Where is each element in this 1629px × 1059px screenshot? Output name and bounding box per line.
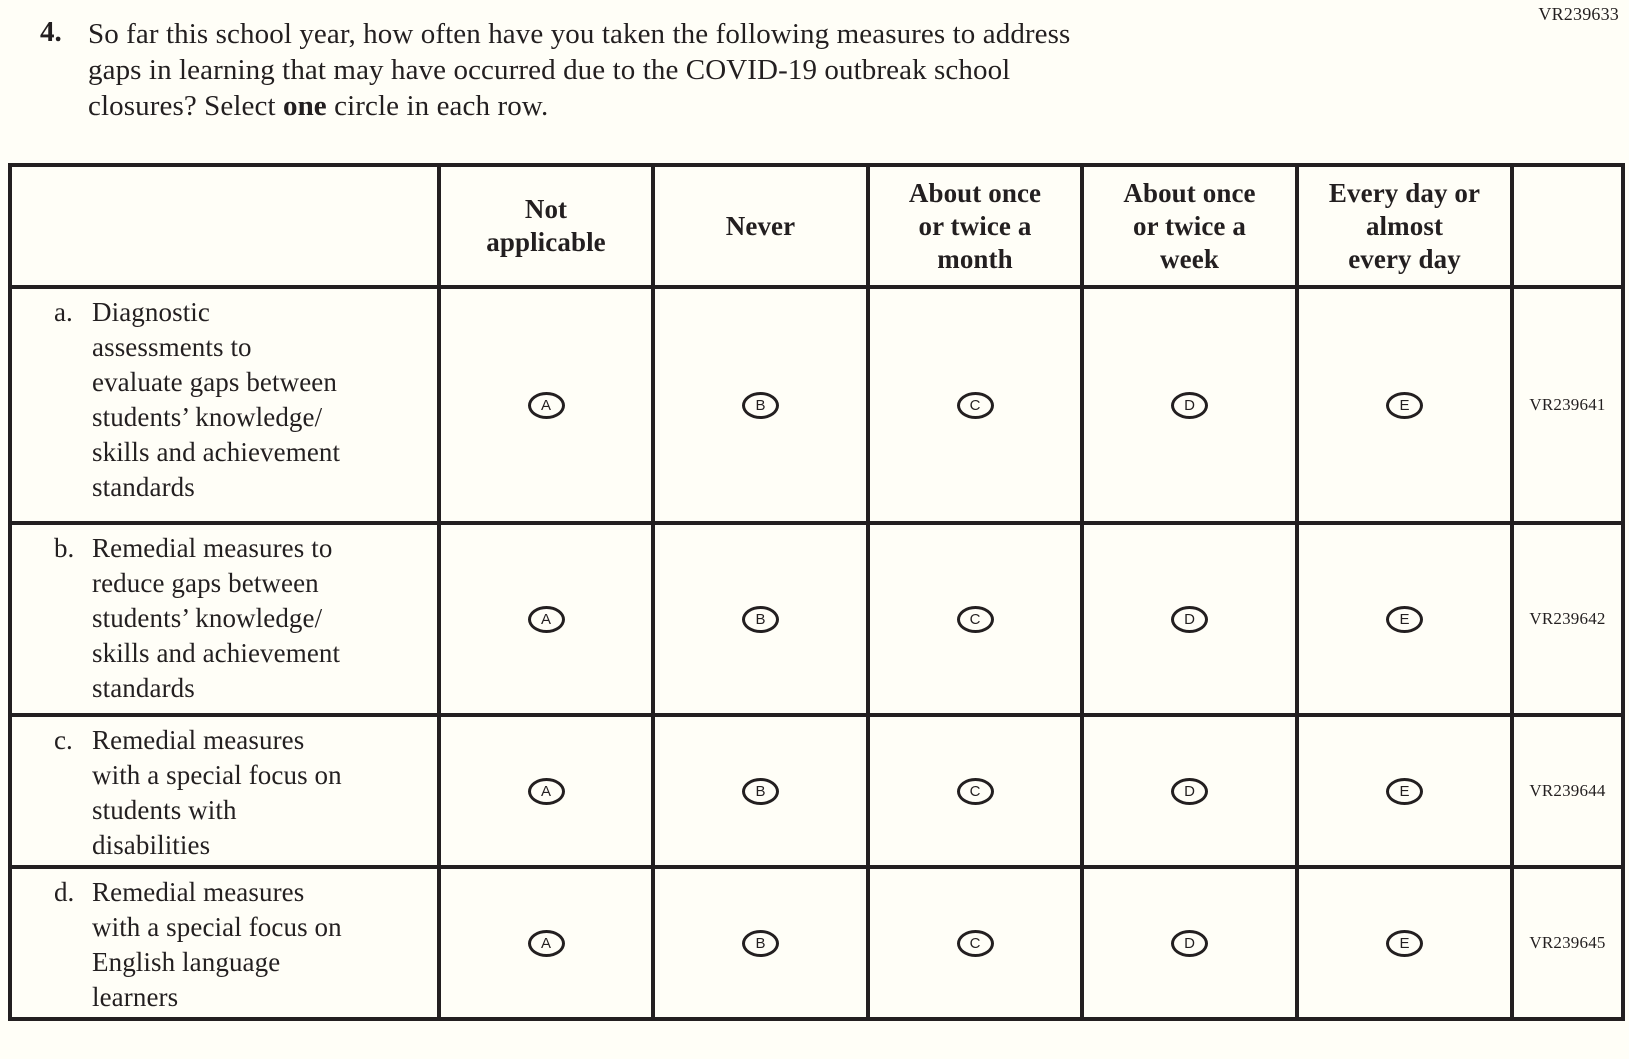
option-bubble-E[interactable]: E (1386, 777, 1423, 805)
row-label-text: Remedial measures with a special focus o… (92, 877, 342, 1012)
row-letter: c. (54, 725, 73, 755)
row-label: c. Remedial measures with a special focus… (54, 723, 429, 863)
option-bubble-A[interactable]: A (527, 929, 565, 957)
option-cell-C: C (866, 865, 1084, 1021)
option-cell-A: A (437, 521, 655, 717)
row-label-text: Remedial measures to reduce gaps between… (92, 533, 341, 703)
header-row: Not applicable Never About once or twice… (8, 163, 1625, 289)
option-cell-C: C (866, 285, 1084, 525)
row-label: b. Remedial measures to reduce gaps betwe… (54, 531, 429, 706)
option-bubble-C[interactable]: C (956, 605, 994, 633)
form-code-top: VR239633 (1538, 4, 1619, 24)
table-row-c: c. Remedial measures with a special focus… (8, 713, 1625, 869)
table-row-b: b. Remedial measures to reduce gaps betwe… (8, 521, 1625, 717)
column-header-once-twice-month: About once or twice a month (866, 163, 1084, 289)
option-cell-B: B (651, 865, 870, 1021)
option-cell-C: C (866, 521, 1084, 717)
column-header-every-day: Every day or almost every day (1295, 163, 1514, 289)
row-label-cell: b. Remedial measures to reduce gaps betwe… (8, 521, 441, 717)
option-cell-E: E (1295, 865, 1514, 1021)
option-cell-A: A (437, 865, 655, 1021)
header-empty-code-column (1510, 163, 1625, 289)
option-cell-B: B (651, 521, 870, 717)
option-bubble-D[interactable]: D (1171, 777, 1208, 805)
column-header-never: Never (651, 163, 870, 289)
row-label-cell: a. Diagnostic assessments to evaluate gap… (8, 285, 441, 525)
row-code-cell: VR239645 (1510, 865, 1625, 1021)
row-letter: a. (54, 297, 73, 327)
option-cell-D: D (1080, 713, 1299, 869)
row-label-text: Remedial measures with a special focus o… (92, 725, 342, 860)
option-bubble-C[interactable]: C (956, 929, 994, 957)
question-text: So far this school year, how often have … (88, 16, 1070, 124)
question-line-3-end: circle in each row. (326, 90, 549, 122)
row-letter: b. (54, 533, 75, 563)
row-code-cell: VR239641 (1510, 285, 1625, 525)
response-matrix: Not applicable Never About once or twice… (8, 163, 1625, 1021)
option-cell-D: D (1080, 285, 1299, 525)
option-bubble-B[interactable]: B (742, 605, 779, 633)
header-empty-corner (8, 163, 441, 289)
table-header: Not applicable Never About once or twice… (8, 163, 1625, 289)
row-label: a. Diagnostic assessments to evaluate gap… (54, 295, 429, 505)
option-bubble-A[interactable]: A (527, 777, 565, 805)
option-cell-E: E (1295, 285, 1514, 525)
column-header-not-applicable: Not applicable (437, 163, 655, 289)
option-bubble-B[interactable]: B (742, 777, 779, 805)
row-code-cell: VR239642 (1510, 521, 1625, 717)
option-bubble-A[interactable]: A (527, 391, 565, 419)
row-label-cell: d. Remedial measures with a special focus… (8, 865, 441, 1021)
option-bubble-E[interactable]: E (1386, 929, 1423, 957)
option-bubble-C[interactable]: C (956, 777, 994, 805)
option-cell-A: A (437, 285, 655, 525)
question-line-2: gaps in learning that may have occurred … (88, 54, 1011, 86)
option-cell-D: D (1080, 865, 1299, 1021)
table-body: a. Diagnostic assessments to evaluate gap… (8, 285, 1625, 1021)
option-bubble-B[interactable]: B (742, 929, 779, 957)
table-row-a: a. Diagnostic assessments to evaluate gap… (8, 285, 1625, 525)
column-header-once-twice-week: About once or twice a week (1080, 163, 1299, 289)
option-bubble-C[interactable]: C (956, 391, 994, 419)
option-bubble-B[interactable]: B (742, 391, 779, 419)
option-cell-B: B (651, 713, 870, 869)
option-bubble-D[interactable]: D (1171, 929, 1208, 957)
option-cell-E: E (1295, 521, 1514, 717)
question-line-1: So far this school year, how often have … (88, 18, 1071, 50)
option-bubble-E[interactable]: E (1386, 605, 1423, 633)
option-cell-D: D (1080, 521, 1299, 717)
row-code-cell: VR239644 (1510, 713, 1625, 869)
question-bold-word: one (282, 90, 327, 122)
option-cell-B: B (651, 285, 870, 525)
question-block: 4. So far this school year, how often ha… (40, 16, 1440, 124)
option-bubble-A[interactable]: A (527, 605, 565, 633)
option-bubble-D[interactable]: D (1171, 391, 1208, 419)
option-cell-A: A (437, 713, 655, 869)
option-cell-E: E (1295, 713, 1514, 869)
option-bubble-E[interactable]: E (1386, 391, 1423, 419)
question-number: 4. (40, 16, 62, 48)
row-label: d. Remedial measures with a special focus… (54, 875, 429, 1015)
row-label-cell: c. Remedial measures with a special focus… (8, 713, 441, 869)
row-label-text: Diagnostic assessments to evaluate gaps … (92, 297, 341, 502)
option-cell-C: C (866, 713, 1084, 869)
table-row-d: d. Remedial measures with a special focus… (8, 865, 1625, 1021)
row-letter: d. (54, 877, 75, 907)
question-line-3: closures? Select (88, 90, 283, 122)
option-bubble-D[interactable]: D (1171, 605, 1208, 633)
